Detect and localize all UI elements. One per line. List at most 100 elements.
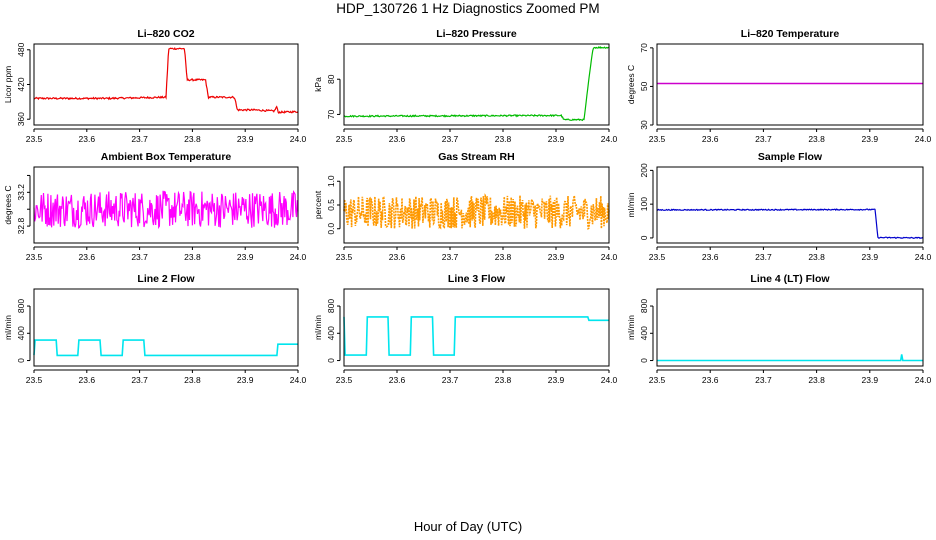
panel-title: Line 3 Flow bbox=[448, 273, 506, 285]
x-tick-label: 24.0 bbox=[915, 252, 932, 262]
x-tick-label: 23.5 bbox=[336, 375, 353, 385]
series-line bbox=[33, 339, 298, 357]
y-axis-label: percent bbox=[313, 190, 323, 219]
x-tick-label: 23.9 bbox=[548, 252, 565, 262]
plot-frame bbox=[343, 166, 610, 244]
y-tick-label: 0 bbox=[16, 358, 26, 363]
y-tick-label: 800 bbox=[326, 299, 336, 313]
x-tick-label: 23.9 bbox=[862, 375, 879, 385]
x-tick-label: 23.9 bbox=[237, 375, 254, 385]
chart-panels: Li–820 CO2 Licor ppm 23.5 23.6 23.7 23.8 23.9 2… bbox=[3, 28, 932, 385]
x-tick-label: 23.6 bbox=[702, 252, 719, 262]
y-tick-label: 100 bbox=[639, 197, 649, 211]
x-tick-label: 23.7 bbox=[755, 375, 772, 385]
chart-panel: Li–820 Pressure kPa 23.5 23.6 23.7 23.8 23.9 24… bbox=[313, 28, 618, 144]
series-line bbox=[33, 189, 299, 230]
x-tick-label: 23.8 bbox=[495, 375, 512, 385]
x-tick-label: 23.7 bbox=[442, 134, 459, 144]
x-tick-label: 23.7 bbox=[755, 252, 772, 262]
x-tick-label: 23.9 bbox=[548, 134, 565, 144]
x-tick-label: 24.0 bbox=[915, 375, 932, 385]
x-tick-label: 23.8 bbox=[808, 252, 825, 262]
x-tick-label: 23.7 bbox=[442, 252, 459, 262]
chart-panel: Li–820 CO2 Licor ppm 23.5 23.6 23.7 23.8 23.9 2… bbox=[3, 28, 307, 144]
x-tick-label: 24.0 bbox=[290, 252, 307, 262]
x-tick-label: 23.7 bbox=[442, 375, 459, 385]
y-tick-label: 200 bbox=[639, 163, 649, 177]
y-axis-label: degrees C bbox=[626, 65, 636, 104]
x-tick-label: 24.0 bbox=[290, 134, 307, 144]
x-tick-label: 23.5 bbox=[336, 134, 353, 144]
x-tick-label: 23.8 bbox=[808, 375, 825, 385]
y-axis-label: ml/min bbox=[3, 315, 13, 340]
chart-panel: Line 3 Flow ml/min 23.5 23.6 23.7 23.8 23.9 24.… bbox=[313, 273, 618, 385]
chart-panel: Ambient Box Temperature degrees C 23.5 23.6… bbox=[3, 151, 307, 262]
x-tick-label: 23.6 bbox=[79, 134, 96, 144]
y-tick-label: 480 bbox=[16, 42, 26, 56]
x-tick-label: 23.8 bbox=[495, 134, 512, 144]
x-tick-label: 23.6 bbox=[702, 375, 719, 385]
panel-title: Sample Flow bbox=[758, 151, 823, 163]
x-tick-label: 23.5 bbox=[649, 134, 666, 144]
y-tick-label: 50 bbox=[639, 81, 649, 91]
x-tick-label: 24.0 bbox=[601, 134, 618, 144]
y-tick-label: 0 bbox=[639, 235, 649, 240]
panel-title: Li–820 Temperature bbox=[741, 28, 840, 40]
panel-title: Gas Stream RH bbox=[438, 151, 514, 163]
panel-title: Li–820 Pressure bbox=[436, 28, 517, 40]
y-tick-label: 1.0 bbox=[326, 175, 336, 187]
chart-panel: Line 2 Flow ml/min 23.5 23.6 23.7 23.8 23.9 24.… bbox=[3, 273, 307, 385]
x-tick-label: 23.5 bbox=[649, 252, 666, 262]
x-tick-label: 23.6 bbox=[79, 375, 96, 385]
x-tick-label: 23.5 bbox=[649, 375, 666, 385]
figure-title: HDP_130726 1 Hz Diagnostics Zoomed PM bbox=[336, 1, 599, 16]
y-tick-label: 800 bbox=[639, 299, 649, 313]
x-tick-label: 23.8 bbox=[495, 252, 512, 262]
x-tick-label: 23.8 bbox=[184, 134, 201, 144]
panel-title: Line 2 Flow bbox=[137, 273, 195, 285]
y-axis-label: degrees C bbox=[3, 185, 13, 224]
y-tick-label: 70 bbox=[639, 43, 649, 53]
plot-frame bbox=[33, 166, 299, 244]
x-tick-label: 23.5 bbox=[26, 134, 43, 144]
chart-panel: Sample Flow ml/min 23.5 23.6 23.7 23.8 23.9 24.… bbox=[626, 151, 932, 262]
y-tick-label: 360 bbox=[16, 112, 26, 126]
x-tick-label: 23.6 bbox=[702, 134, 719, 144]
y-tick-label: 80 bbox=[326, 74, 336, 84]
series-line bbox=[343, 193, 610, 231]
y-axis-label: ml/min bbox=[626, 192, 636, 217]
plot-frame bbox=[656, 43, 924, 126]
x-tick-label: 23.8 bbox=[808, 134, 825, 144]
plot-frame bbox=[343, 288, 610, 367]
figure-x-axis-label: Hour of Day (UTC) bbox=[414, 519, 522, 534]
y-axis-label: ml/min bbox=[313, 315, 323, 340]
series-line bbox=[343, 46, 610, 122]
panel-title: Line 4 (LT) Flow bbox=[750, 273, 830, 285]
y-tick-label: 0 bbox=[326, 358, 336, 363]
x-tick-label: 23.5 bbox=[336, 252, 353, 262]
y-tick-label: 400 bbox=[16, 326, 26, 340]
x-tick-label: 24.0 bbox=[915, 134, 932, 144]
x-tick-label: 23.6 bbox=[389, 375, 406, 385]
x-tick-label: 23.9 bbox=[862, 252, 879, 262]
x-tick-label: 23.6 bbox=[389, 252, 406, 262]
x-tick-label: 23.9 bbox=[548, 375, 565, 385]
chart-panel: Gas Stream RH percent 23.5 23.6 23.7 23.8 23.9… bbox=[313, 151, 618, 262]
chart-panel: Li–820 Temperature degrees C 23.5 23.6 23.7 2… bbox=[626, 28, 932, 144]
y-tick-label: 0.0 bbox=[326, 223, 336, 235]
chart-panel: Line 4 (LT) Flow ml/min 23.5 23.6 23.7 23.8 23… bbox=[626, 273, 932, 385]
y-tick-label: 32.8 bbox=[16, 218, 26, 235]
panel-title: Li–820 CO2 bbox=[137, 28, 194, 40]
x-tick-label: 23.5 bbox=[26, 252, 43, 262]
x-tick-label: 23.7 bbox=[131, 134, 148, 144]
series-line bbox=[656, 208, 924, 240]
x-tick-label: 23.9 bbox=[862, 134, 879, 144]
series-line bbox=[343, 316, 609, 356]
plot-frame bbox=[33, 288, 299, 367]
x-tick-label: 23.6 bbox=[389, 134, 406, 144]
y-tick-label: 0.5 bbox=[326, 199, 336, 211]
y-axis-label: Licor ppm bbox=[3, 66, 13, 103]
series-line bbox=[33, 47, 299, 115]
plot-frame bbox=[33, 43, 299, 126]
